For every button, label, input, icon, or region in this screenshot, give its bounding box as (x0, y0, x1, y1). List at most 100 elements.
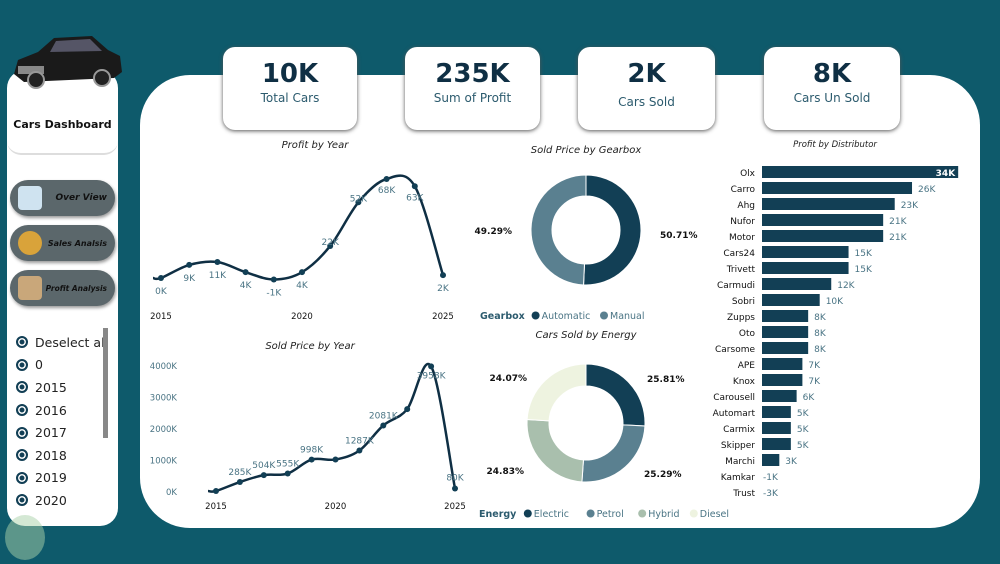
profit-chart-icon (18, 276, 42, 300)
x-tick-label: 2020 (325, 502, 347, 512)
nav-label: Sales Analsis (47, 238, 107, 248)
data-point (158, 275, 164, 281)
data-point (284, 470, 291, 477)
category-label: Nufor (730, 217, 755, 227)
data-label: 5K (797, 409, 810, 419)
chart-title: Profit by Distributor (793, 140, 877, 150)
category-label: Cars24 (723, 249, 755, 259)
category-label: Oto (739, 329, 756, 339)
data-label: 3K (785, 457, 798, 467)
data-label: 504K (252, 461, 276, 471)
data-label: 285K (228, 468, 252, 478)
donut-slice (526, 363, 587, 422)
x-tick-label: 2020 (291, 312, 313, 322)
data-label: 49.29% (475, 227, 513, 237)
bar (762, 342, 809, 354)
data-label: 5K (797, 441, 810, 451)
category-label: Kamkar (721, 473, 756, 483)
bar (762, 198, 895, 210)
bar (762, 214, 884, 226)
radio-icon[interactable] (16, 336, 28, 349)
category-label: Skipper (721, 441, 755, 451)
category-label: Trivett (726, 265, 756, 275)
radio-icon[interactable] (16, 381, 28, 394)
donut-slice (583, 174, 642, 286)
x-tick-label: 2025 (432, 312, 454, 322)
slicer-item[interactable]: 2015 (16, 376, 108, 399)
legend-marker (689, 509, 698, 518)
data-label: 80K (446, 473, 464, 483)
data-label: 6K (803, 393, 816, 403)
kpi-label: Cars Un Sold (793, 91, 871, 105)
data-label: 21K (889, 217, 907, 227)
data-label: 2081K (369, 411, 399, 421)
data-label: 23K (901, 201, 919, 211)
legend-label: Manual (610, 311, 645, 322)
category-label: Olx (740, 169, 756, 179)
data-point (327, 242, 334, 249)
y-tick-label: 0K (166, 488, 177, 498)
category-label: Carmix (723, 425, 756, 435)
slicer-item[interactable]: 2020 (16, 489, 108, 512)
slicer-label: 0 (35, 357, 43, 373)
series-line (152, 174, 445, 281)
data-label: 63K (406, 193, 424, 203)
slicer-item[interactable]: 0 (16, 354, 108, 377)
data-label: 5K (797, 425, 810, 435)
slicer-label: Deselect all (35, 334, 109, 350)
legend-marker (531, 311, 540, 320)
nav-overview-button[interactable]: Over View (10, 180, 115, 216)
legend-marker (638, 509, 647, 518)
bar (762, 358, 803, 370)
slicer-item[interactable]: 2018 (16, 444, 108, 467)
slicer-label: 2019 (35, 470, 67, 486)
bar (762, 310, 809, 322)
slicer-item[interactable]: 2017 (16, 421, 108, 444)
data-label: 9K (183, 274, 196, 284)
nav-profit-button[interactable]: Profit Analysis (10, 270, 115, 306)
nav-sales-button[interactable]: Sales Analsis (10, 225, 115, 261)
slicer-item[interactable]: Deselect all (16, 331, 108, 354)
category-label: Knox (733, 377, 756, 387)
data-label: 8K (814, 329, 827, 339)
radio-icon[interactable] (16, 358, 28, 371)
data-label: 8K (814, 345, 827, 355)
radio-icon[interactable] (16, 494, 28, 507)
donut-slice (585, 363, 646, 427)
slicer-item[interactable]: 2019 (16, 467, 108, 490)
legend-marker (600, 311, 608, 320)
radio-icon[interactable] (16, 449, 28, 462)
chart-title: Sold Price by Year (265, 341, 355, 352)
radio-icon[interactable] (16, 471, 28, 484)
data-label: 50.71% (660, 231, 698, 241)
slicer-label: 2016 (35, 402, 67, 418)
data-point (186, 261, 193, 268)
slicer-item[interactable]: 2016 (16, 399, 108, 422)
data-point (260, 472, 267, 479)
data-point (270, 276, 277, 283)
data-label: 8K (814, 313, 827, 323)
slicer-scrollbar[interactable] (103, 328, 108, 438)
data-point (380, 422, 387, 429)
nav-label: Over View (55, 193, 107, 203)
bar (762, 246, 849, 258)
y-tick-label: 3000K (150, 394, 178, 404)
overview-icon (18, 186, 42, 210)
bar (762, 294, 820, 306)
kpi-label: Cars Sold (618, 95, 675, 109)
category-label: Carmudi (717, 281, 755, 291)
kpi-cars-sold: 2K Cars Sold (578, 47, 715, 130)
kpi-value: 2K (627, 59, 666, 89)
data-point (332, 456, 339, 463)
bar (762, 166, 959, 178)
data-point (404, 406, 411, 413)
radio-icon[interactable] (16, 404, 28, 417)
radio-icon[interactable] (16, 426, 28, 439)
data-point (236, 479, 243, 486)
category-label: Marchi (725, 457, 755, 467)
data-point (242, 269, 249, 276)
bar (762, 262, 849, 274)
nav-label: Profit Analysis (45, 283, 107, 293)
chart-title: Sold Price by Gearbox (530, 145, 642, 156)
